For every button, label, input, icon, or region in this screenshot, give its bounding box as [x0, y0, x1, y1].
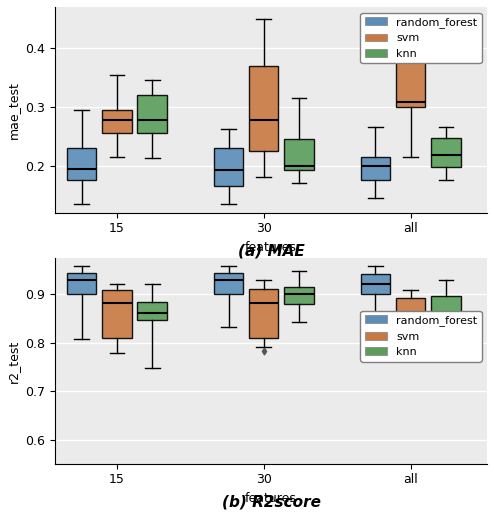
PathPatch shape [214, 148, 243, 186]
Legend: random_forest, svm, knn: random_forest, svm, knn [361, 311, 482, 361]
Legend: random_forest, svm, knn: random_forest, svm, knn [361, 12, 482, 63]
PathPatch shape [431, 138, 460, 167]
PathPatch shape [431, 296, 460, 333]
Y-axis label: mae_test: mae_test [7, 81, 20, 139]
PathPatch shape [249, 289, 279, 338]
PathPatch shape [67, 148, 96, 180]
PathPatch shape [285, 287, 314, 304]
PathPatch shape [102, 110, 131, 133]
PathPatch shape [249, 66, 279, 151]
PathPatch shape [361, 157, 390, 180]
Text: (b) R2score: (b) R2score [222, 495, 321, 509]
Y-axis label: r2_test: r2_test [7, 339, 20, 382]
PathPatch shape [137, 302, 167, 319]
PathPatch shape [67, 272, 96, 294]
PathPatch shape [361, 273, 390, 294]
X-axis label: features: features [245, 241, 297, 254]
PathPatch shape [137, 95, 167, 133]
PathPatch shape [214, 272, 243, 294]
PathPatch shape [396, 298, 425, 343]
PathPatch shape [285, 139, 314, 170]
X-axis label: features: features [245, 492, 297, 505]
PathPatch shape [102, 290, 131, 338]
Text: (a) MAE: (a) MAE [238, 243, 304, 259]
PathPatch shape [396, 36, 425, 107]
